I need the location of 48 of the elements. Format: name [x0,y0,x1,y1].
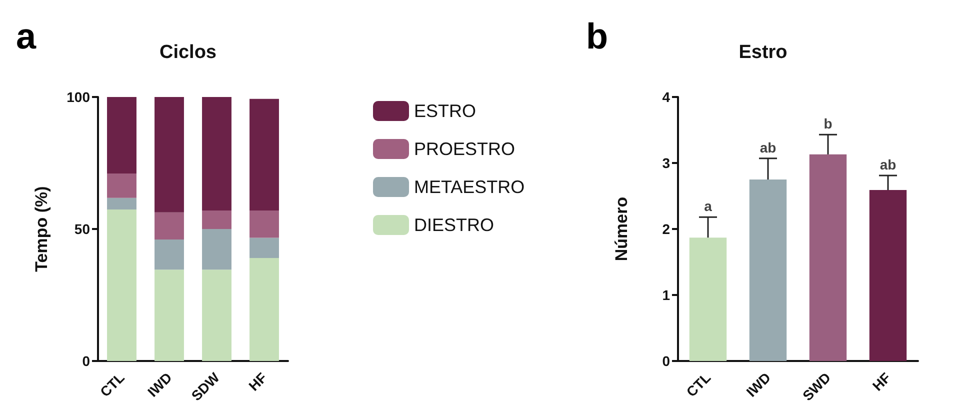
legend-label: METAESTRO [414,177,525,197]
bar [107,209,136,361]
text: b [586,16,608,56]
bar [202,229,232,270]
y-tick-label: 0 [662,353,670,369]
annotation: b [824,116,832,132]
y-tick-label: 50 [74,221,90,237]
x-tick-label: HF [245,369,270,394]
bar [154,212,184,240]
bar [154,240,184,270]
x-tick-label: IWD [144,369,175,400]
bar [250,258,279,361]
x-tick-label: HF [869,369,894,394]
bar [202,97,232,211]
y-tick-label: 100 [66,89,90,105]
bar [250,238,279,258]
bar [202,210,232,229]
bar [250,210,279,238]
y-tick-label: 0 [82,353,90,369]
bar [107,174,136,198]
annotation: a [704,198,712,214]
annotation: ab [760,139,776,156]
y-tick-label: 4 [662,89,670,105]
legend-label: ESTRO [414,101,476,121]
x-tick-label: CTL [96,369,128,400]
bar [869,190,907,361]
chart-title: Ciclos [159,42,217,63]
y-tick-label: 2 [662,221,670,237]
bar [250,98,279,211]
bar [809,154,847,361]
y-axis-title: Tempo (%) [32,186,51,272]
annotation: ab [880,156,896,173]
y-tick-label: 3 [662,155,670,171]
x-tick-label: CTL [683,369,714,400]
x-tick-label: IWD [743,369,774,400]
bar [107,97,136,174]
legend-label: DIESTRO [414,215,494,235]
bar [749,180,787,361]
bar [154,97,184,212]
bar [154,270,184,361]
bar [202,270,232,361]
chart-title: Estro [738,42,788,63]
y-axis-title: Número [612,196,631,262]
bar [107,198,136,210]
y-tick-label: 1 [662,287,670,303]
legend-label: PROESTRO [414,139,516,159]
text: a [16,16,37,56]
bar [689,238,727,361]
